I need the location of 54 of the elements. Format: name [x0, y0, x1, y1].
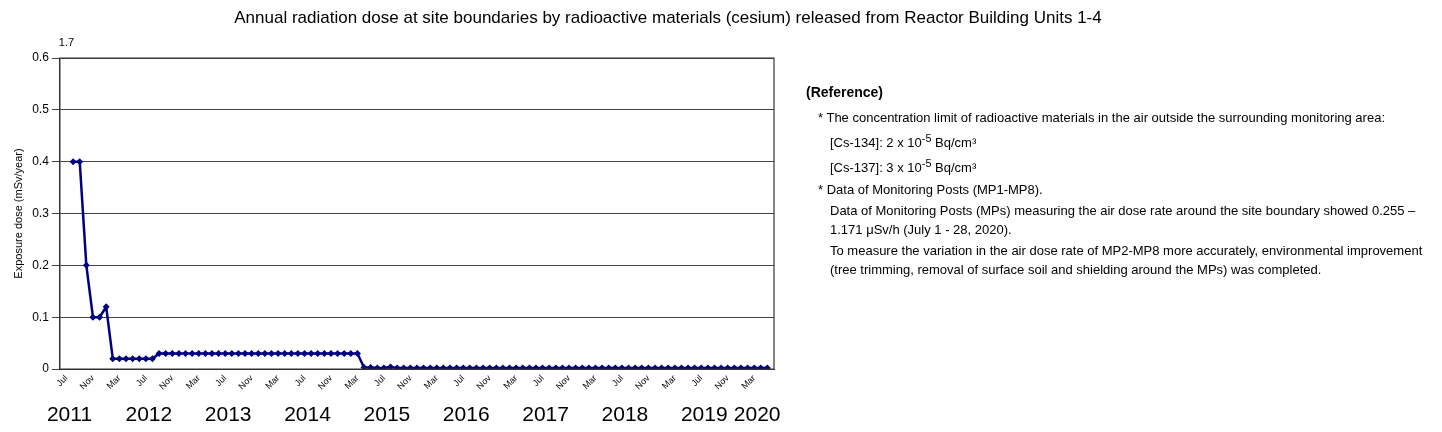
x-tick-label: Nov — [395, 372, 414, 392]
text: 2020 — [733, 402, 781, 426]
y-tick-label: 0.2 — [32, 257, 50, 272]
y-axis-title: Exposure dose (mSv/year) — [11, 148, 24, 279]
x-tick-label: Mar — [183, 372, 202, 391]
x-tick-label: Nov — [474, 372, 494, 392]
text: 2014 — [284, 402, 332, 426]
x-tick-label: Mar — [421, 372, 440, 391]
x-tick-label: Nov — [315, 372, 335, 392]
text: * The concentration limit of radioactive materials in the air outside the surrounding monitoring area: — [817, 109, 1386, 127]
y-tick-label: 0.6 — [32, 50, 50, 65]
text: 2016 — [442, 402, 490, 426]
text: (Reference) — [806, 83, 885, 102]
x-tick-label: Nov — [712, 372, 732, 392]
x-tick-label: Nov — [157, 372, 176, 392]
x-tick-label: Jul — [530, 372, 546, 389]
text: * Data of Monitoring Posts (MP1-MP8). — [817, 180, 1044, 199]
x-tick-label: Jul — [292, 372, 308, 389]
x-tick-label: Mar — [501, 372, 520, 391]
text: 2018 — [601, 402, 649, 426]
x-tick-label: Mar — [659, 372, 678, 391]
text: Data of Monitoring Posts (MPs) measuring the air dose rate around the site boundary showed 0.255 – 1.171 μSv/h (July 1 - 28, 2020). — [829, 201, 1417, 239]
x-tick-label: Jul — [133, 372, 150, 389]
text: 2019 — [680, 402, 728, 426]
y-tick-label: 0 — [42, 361, 50, 376]
x-tick-label: Nov — [553, 372, 573, 392]
x-tick-label: Mar — [580, 372, 599, 391]
chart-title: Annual radiation dose at site boundaries by radioactive materials (cesium) released from Reactor Building Units 1-4 — [233, 8, 1103, 28]
text: 1.7 — [58, 35, 75, 48]
text: 2011 — [46, 402, 93, 426]
x-tick-label: Jul — [609, 372, 626, 389]
x-tick-label: Jul — [371, 372, 388, 389]
y-tick-label: 0.3 — [32, 205, 50, 220]
text: [Cs-134]: 2 x 10$^{-5}$ Bq/cm³ — [829, 131, 978, 153]
x-tick-label: Mar — [263, 372, 282, 391]
x-tick-label: Jul — [689, 372, 705, 389]
x-tick-label: Jul — [213, 372, 229, 389]
text: 2015 — [363, 402, 411, 426]
y-tick-label: 0.4 — [32, 153, 50, 168]
y-tick-label: 0.1 — [32, 309, 50, 324]
x-tick-label: Nov — [236, 372, 256, 392]
text: [Cs-137]: 3 x 10$^{-5}$ Bq/cm³ — [829, 156, 978, 178]
text: 2013 — [204, 402, 252, 426]
x-tick-label: Nov — [77, 372, 97, 392]
x-tick-label: Jul — [54, 372, 70, 389]
x-tick-label: Jul — [451, 372, 467, 389]
text: To measure the variation in the air dose rate of MP2-MP8 more accurately, environmental improvement (tree trimming, removal of surface soil and shielding around the MPs) was completed. — [829, 241, 1424, 279]
text: 2017 — [522, 402, 569, 426]
x-tick-label: Mar — [342, 372, 361, 391]
x-tick-label: Nov — [633, 372, 652, 392]
x-tick-label: Mar — [104, 372, 123, 391]
text: 2012 — [125, 402, 173, 426]
y-tick-label: 0.5 — [32, 102, 50, 117]
x-tick-label: Mar — [739, 372, 758, 391]
